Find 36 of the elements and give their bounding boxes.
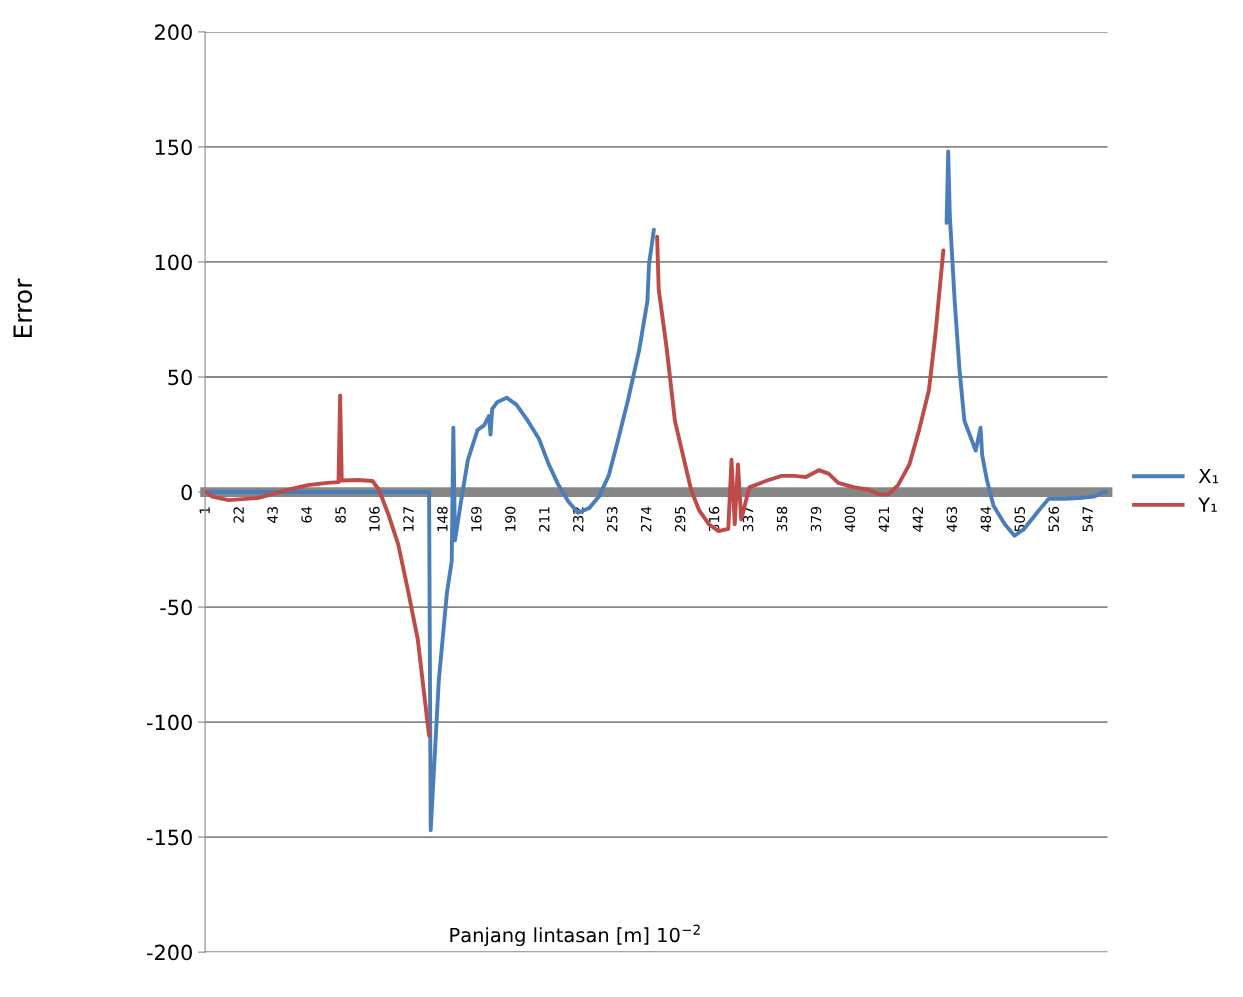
legend-label: X₁ [1198,468,1219,484]
x-tick-label: 358 [776,506,788,532]
x-tick-label: 463 [946,507,958,532]
x-axis-title: Panjang lintasan [m] 10$^{−2}$ [450,924,700,947]
x-tick-label: 106 [369,506,380,531]
x-tick-label: 22 [233,507,244,523]
x-tick-label: 274 [640,506,652,532]
legend-label: Y₁ [1198,497,1217,512]
x-tick-label: 85 [335,507,346,523]
x-tick-label: 547 [1082,507,1093,532]
x-tick-label: 127 [403,507,414,531]
x-tick-label: 295 [674,507,686,532]
x-tick-label: 421 [878,507,889,532]
x-tick-label: 169 [471,506,482,531]
y-tick-label: 50 [168,369,192,386]
y-tick-label: 150 [155,139,192,156]
x-tick-label: 43 [267,507,278,523]
x-tick-label: 253 [606,507,618,532]
x-tick-label: 148 [437,506,448,531]
y-tick-label: 200 [155,24,192,41]
y-tick-label: 100 [155,254,192,271]
y-tick-label: -150 [147,829,192,846]
x-tick-label: 400 [844,506,856,532]
y-tick-label: 0 [181,484,192,501]
x-tick-label: 1 [199,507,210,514]
y-tick-label: -100 [147,714,192,731]
x-tick-label: 64 [301,506,312,523]
x-tick-label: 211 [539,507,550,532]
x-tick-label: 190 [505,506,516,531]
y-axis-title: Error [13,278,33,338]
x-tick-label: 526 [1048,506,1059,532]
y-tick-label: -50 [160,599,192,616]
x-tick-label: 442 [912,507,923,532]
x-tick-label: 484 [980,506,992,532]
y-tick-label: -200 [147,944,192,961]
x-tick-label: 379 [810,506,822,532]
